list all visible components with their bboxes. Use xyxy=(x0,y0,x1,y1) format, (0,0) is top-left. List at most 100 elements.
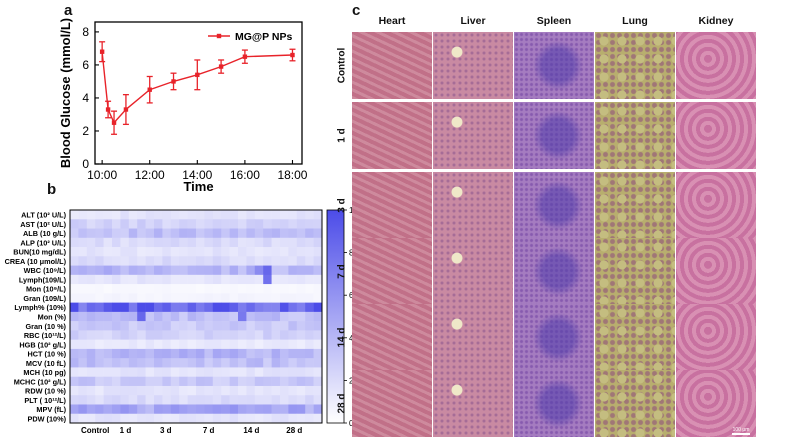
heatmap-cell xyxy=(128,358,138,368)
heatmap-cell xyxy=(254,210,264,220)
heatmap-cell xyxy=(263,237,272,248)
heatmap-cell xyxy=(162,413,172,424)
heatmap-cell xyxy=(238,237,247,248)
heatmap-cell xyxy=(112,330,121,340)
heatmap-cell xyxy=(288,339,298,350)
x-group-label: Control xyxy=(81,426,109,435)
heatmap-cell xyxy=(70,284,79,294)
heatmap-cell xyxy=(313,330,323,340)
heatmap-cell xyxy=(246,237,256,248)
heatmap-cell xyxy=(212,265,222,276)
heatmap-cell xyxy=(246,348,256,359)
heatmap-cell xyxy=(280,228,289,239)
heatmap-cell xyxy=(154,302,163,313)
heatmap-cell xyxy=(162,358,172,368)
heatmap-cell xyxy=(120,339,130,350)
heatmap-cell xyxy=(221,385,230,396)
heatmap-cell xyxy=(170,367,180,377)
heatmap-cell xyxy=(221,395,230,405)
heatmap-cell xyxy=(162,247,172,257)
heatmap-cell xyxy=(246,274,256,285)
heatmap-cell xyxy=(137,376,146,387)
heatmap-cell xyxy=(246,330,256,340)
heatmap-cell xyxy=(221,274,230,285)
heatmap-cell xyxy=(154,413,163,424)
heatmap-cell xyxy=(70,237,79,248)
heatmap-cell xyxy=(78,219,88,229)
heatmap-cell xyxy=(246,293,256,303)
heatmap-cell xyxy=(112,404,121,415)
heatmap-cell xyxy=(103,247,113,257)
heatmap-cell xyxy=(296,339,306,350)
panel-label-a: a xyxy=(64,2,73,19)
heatmap-cell xyxy=(313,404,323,415)
heatmap-cell xyxy=(296,367,306,377)
heatmap-cell xyxy=(95,404,104,415)
heatmap-cell xyxy=(254,358,264,368)
heatmap-cell xyxy=(78,339,88,350)
data-point xyxy=(171,79,176,84)
heatmap-cell xyxy=(212,358,222,368)
heatmap-cell xyxy=(120,404,130,415)
heatmap-cell xyxy=(238,376,247,387)
heatmap-cell xyxy=(128,321,138,331)
heatmap-cell xyxy=(187,302,197,313)
row-label: BUN(10 mg/dL) xyxy=(13,248,66,257)
heatmap-cell xyxy=(305,265,314,276)
heatmap-cell xyxy=(288,228,298,239)
heatmap-cell xyxy=(86,247,96,257)
heatmap-cell xyxy=(95,210,104,220)
heatmap-cell xyxy=(221,413,230,424)
heatmap-cell xyxy=(145,395,155,405)
heatmap-cell xyxy=(103,348,113,359)
heatmap-cell xyxy=(187,404,197,415)
heatmap-cell xyxy=(221,321,230,331)
heatmap-cell xyxy=(238,348,247,359)
heatmap-cell xyxy=(162,302,172,313)
heatmap-cell xyxy=(212,321,222,331)
x-group-label: 3 d xyxy=(160,426,172,435)
heatmap-cell xyxy=(229,293,239,303)
heatmap-cell xyxy=(212,256,222,266)
heatmap-cell xyxy=(78,395,88,405)
heatmap-cell xyxy=(112,413,121,424)
heatmap-cell xyxy=(162,274,172,285)
heatmap-cell xyxy=(238,256,247,266)
histology-image-lung xyxy=(595,238,675,305)
heatmap-cell xyxy=(280,247,289,257)
heatmap-cell xyxy=(313,219,323,229)
heatmap-cell xyxy=(187,367,197,377)
row-label: PDW (10%) xyxy=(27,414,66,423)
heatmap-cell xyxy=(103,302,113,313)
heatmap-cell xyxy=(128,210,138,220)
heatmap-cell xyxy=(78,376,88,387)
heatmap-cell xyxy=(204,358,214,368)
histology-image-liver xyxy=(433,238,513,305)
heatmap-cell xyxy=(196,256,205,266)
heatmap-cell xyxy=(288,274,298,285)
heatmap-cell xyxy=(196,358,205,368)
heatmap-cell xyxy=(112,348,121,359)
legend-label: MG@P NPs xyxy=(235,31,292,43)
heatmap-cell xyxy=(70,265,79,276)
heatmap-cell xyxy=(112,302,121,313)
heatmap-cell xyxy=(271,256,281,266)
heatmap-cell xyxy=(95,385,104,396)
heatmap-cell xyxy=(86,348,96,359)
heatmap-cell xyxy=(145,210,155,220)
y-axis-label: Blood Glucose (mmol/L) xyxy=(58,18,73,168)
x-group-label: 14 d xyxy=(243,426,259,435)
heatmap-cell xyxy=(254,385,264,396)
x-tick-label: 16:00 xyxy=(230,168,260,182)
heatmap-cell xyxy=(221,210,230,220)
heatmap-cell xyxy=(162,228,172,239)
heatmap-cell xyxy=(103,385,113,396)
heatmap-cell xyxy=(179,256,188,266)
heatmap-cell xyxy=(120,321,130,331)
heatmap-cell xyxy=(271,210,281,220)
heatmap-cell xyxy=(313,348,323,359)
heatmap-cell xyxy=(103,321,113,331)
heatmap-cell xyxy=(145,311,155,322)
histology-image-liver xyxy=(433,370,513,437)
heatmap-cell xyxy=(103,265,113,276)
